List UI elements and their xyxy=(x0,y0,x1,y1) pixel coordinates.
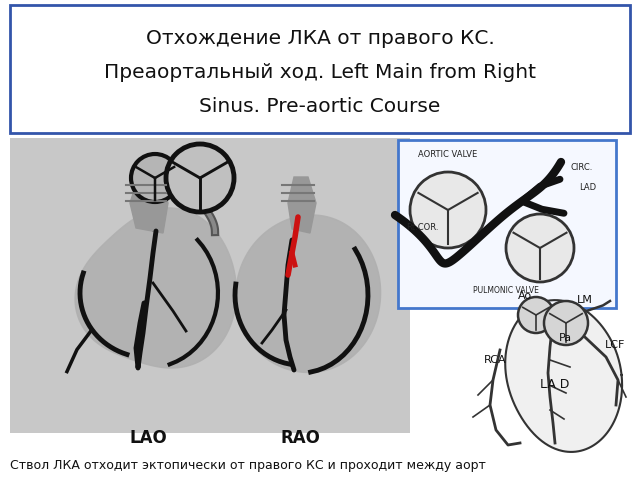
Text: LAD: LAD xyxy=(579,183,596,192)
Bar xyxy=(10,138,410,433)
Text: LM: LM xyxy=(577,295,593,305)
Text: Sinus. Pre-aortic Course: Sinus. Pre-aortic Course xyxy=(199,96,441,116)
Polygon shape xyxy=(75,208,236,368)
Text: Ствол ЛКА отходит эктопически от правого КС и проходит между аорт: Ствол ЛКА отходит эктопически от правого… xyxy=(10,459,486,472)
Text: LA D: LA D xyxy=(540,379,570,392)
Circle shape xyxy=(166,144,234,212)
Text: Ao: Ao xyxy=(518,291,532,301)
Bar xyxy=(398,140,616,308)
Circle shape xyxy=(506,214,574,282)
Text: RCA: RCA xyxy=(484,355,506,365)
Text: LAO: LAO xyxy=(129,429,167,447)
Polygon shape xyxy=(505,300,622,452)
Text: AORTIC VALVE: AORTIC VALVE xyxy=(419,150,477,159)
Polygon shape xyxy=(130,178,168,233)
Text: PULMONIC VALVE: PULMONIC VALVE xyxy=(473,286,539,295)
Circle shape xyxy=(518,297,554,333)
Text: Преаортальный ход. Left Main from Right: Преаортальный ход. Left Main from Right xyxy=(104,62,536,82)
Text: RAO: RAO xyxy=(280,429,320,447)
Polygon shape xyxy=(288,177,316,233)
Text: Отхождение ЛКА от правого КС.: Отхождение ЛКА от правого КС. xyxy=(146,28,494,48)
Circle shape xyxy=(544,301,588,345)
Text: LCF: LCF xyxy=(605,340,625,350)
Circle shape xyxy=(410,172,486,248)
Circle shape xyxy=(131,154,179,202)
Text: CIRC.: CIRC. xyxy=(571,164,593,172)
Bar xyxy=(10,5,630,133)
Text: Pa: Pa xyxy=(559,333,572,343)
Polygon shape xyxy=(236,215,381,372)
Text: Rt.COR.: Rt.COR. xyxy=(406,224,438,232)
